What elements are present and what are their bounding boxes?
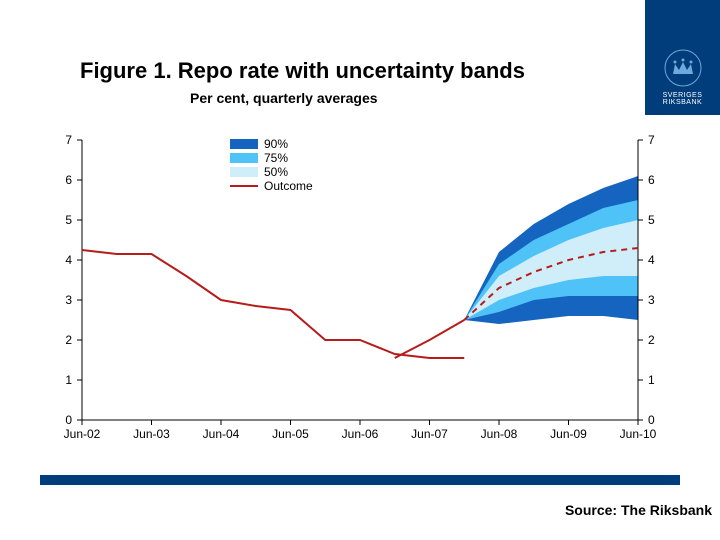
riksbank-logo: SVERIGES RIKSBANK — [663, 48, 703, 107]
svg-text:5: 5 — [65, 213, 72, 227]
svg-text:7: 7 — [648, 133, 655, 147]
svg-text:0: 0 — [65, 413, 72, 427]
svg-text:6: 6 — [65, 173, 72, 187]
svg-text:5: 5 — [648, 213, 655, 227]
svg-text:Jun-08: Jun-08 — [481, 427, 518, 441]
svg-text:Jun-03: Jun-03 — [133, 427, 170, 441]
header-logo-panel: SVERIGES RIKSBANK — [645, 0, 720, 115]
source-text: Source: The Riksbank — [565, 502, 712, 518]
svg-text:90%: 90% — [264, 137, 288, 151]
logo-label-2: RIKSBANK — [663, 99, 703, 107]
figure-title: Figure 1. Repo rate with uncertainty ban… — [80, 58, 525, 84]
svg-text:4: 4 — [648, 253, 655, 267]
svg-text:2: 2 — [648, 333, 655, 347]
svg-text:2: 2 — [65, 333, 72, 347]
svg-text:1: 1 — [65, 373, 72, 387]
svg-text:6: 6 — [648, 173, 655, 187]
svg-text:Jun-06: Jun-06 — [342, 427, 379, 441]
svg-text:Jun-04: Jun-04 — [203, 427, 240, 441]
svg-text:4: 4 — [65, 253, 72, 267]
svg-text:Jun-09: Jun-09 — [550, 427, 587, 441]
svg-text:Jun-07: Jun-07 — [411, 427, 448, 441]
chart-container: 0 0 1 1 2 2 3 3 4 4 5 5 6 6 7 7 Jun-02 Jun-03 Jun-04 Jun-05… — [40, 130, 680, 460]
svg-text:50%: 50% — [264, 165, 288, 179]
repo-rate-chart: 0 0 1 1 2 2 3 3 4 4 5 5 6 6 7 7 Jun-02 Jun-03 Jun-04 Jun-05… — [40, 130, 680, 460]
svg-text:Jun-02: Jun-02 — [64, 427, 101, 441]
logo-label-1: SVERIGES — [663, 92, 703, 100]
svg-text:3: 3 — [648, 293, 655, 307]
svg-text:75%: 75% — [264, 151, 288, 165]
crown-icon — [663, 48, 703, 88]
svg-text:Outcome: Outcome — [264, 179, 313, 193]
svg-text:0: 0 — [648, 413, 655, 427]
svg-text:Jun-05: Jun-05 — [272, 427, 309, 441]
svg-text:7: 7 — [65, 133, 72, 147]
footer-bar — [40, 475, 680, 485]
svg-text:Jun-10: Jun-10 — [620, 427, 657, 441]
svg-text:1: 1 — [648, 373, 655, 387]
svg-text:3: 3 — [65, 293, 72, 307]
figure-subtitle: Per cent, quarterly averages — [190, 90, 378, 106]
